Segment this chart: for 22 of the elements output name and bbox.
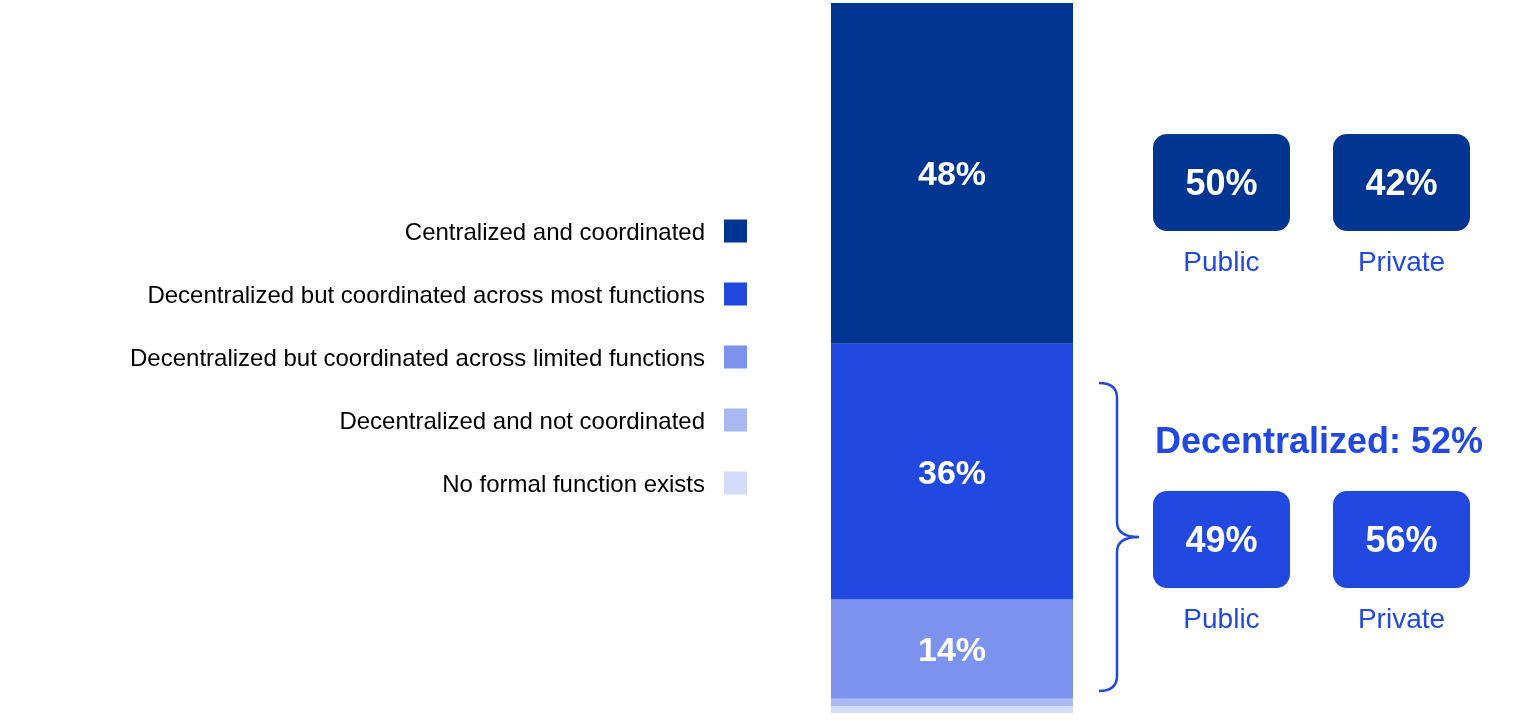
legend-label: Decentralized but coordinated across most functions <box>147 280 705 308</box>
bar <box>831 599 1073 699</box>
text: Public <box>1183 603 1260 634</box>
rounded-box: 49% <box>1153 491 1290 588</box>
text: Public <box>1183 246 1260 277</box>
data-label: 48% <box>917 154 987 193</box>
bar <box>831 698 1073 706</box>
bar <box>831 343 1073 600</box>
legend-label: No formal function exists <box>442 469 705 497</box>
legend-label: Decentralized but coordinated across limited functions <box>130 343 705 371</box>
legend-label: Centralized and coordinated <box>404 217 705 245</box>
rounded-box: 56% <box>1333 491 1470 588</box>
bar <box>831 3 1073 344</box>
text: Private <box>1357 246 1446 277</box>
text: Decentralized: 52% <box>1155 420 1484 461</box>
rounded-box: 42% <box>1333 134 1470 231</box>
rounded-box: 50% <box>1153 134 1290 231</box>
bar <box>831 705 1073 713</box>
legend-label: Decentralized and not coordinated <box>339 406 705 434</box>
text: Private <box>1357 603 1446 634</box>
data-label: 14% <box>917 630 987 669</box>
data-label: 36% <box>917 452 987 491</box>
